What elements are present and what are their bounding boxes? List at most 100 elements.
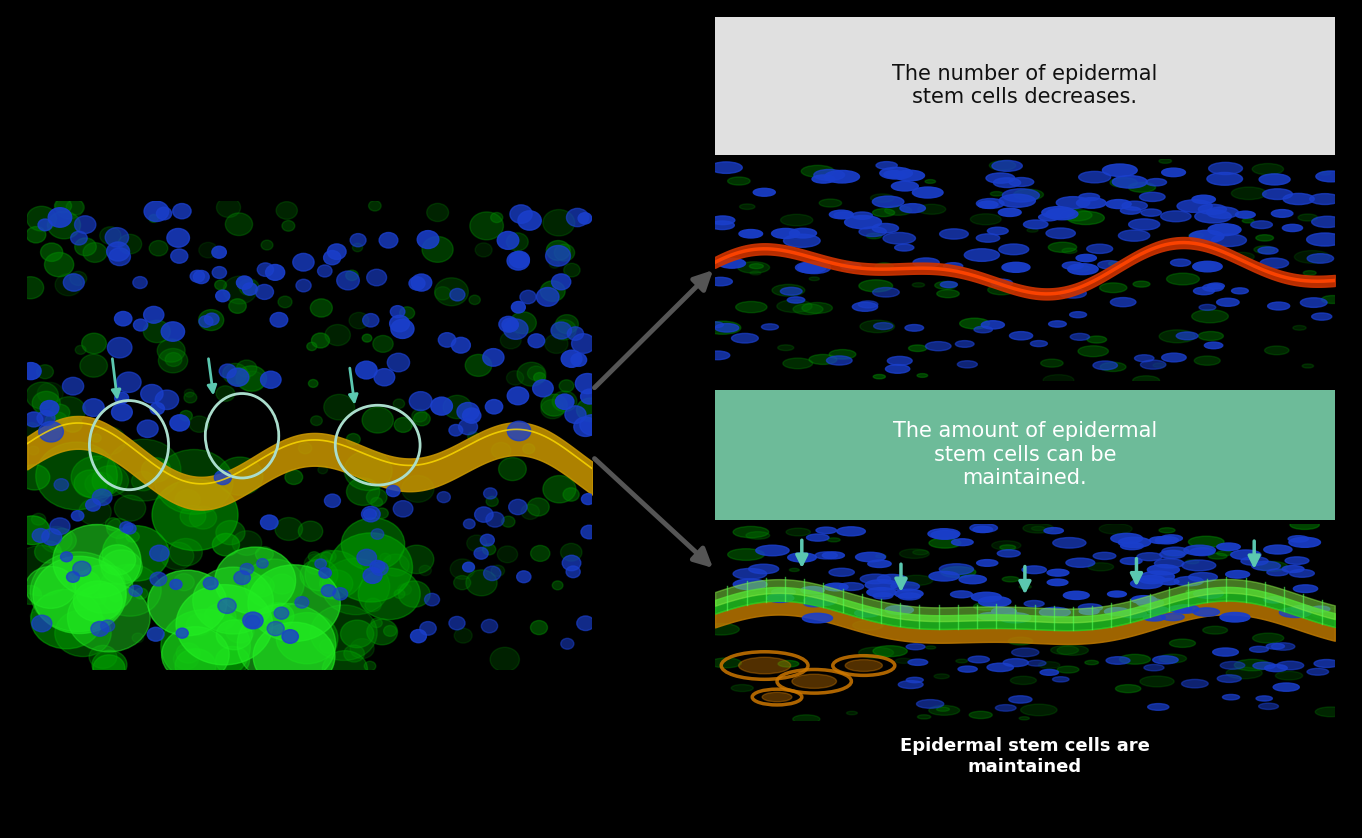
Circle shape <box>463 562 474 572</box>
Circle shape <box>1066 558 1095 567</box>
Circle shape <box>240 563 253 575</box>
Circle shape <box>410 629 426 643</box>
Circle shape <box>543 210 575 236</box>
Circle shape <box>790 568 799 572</box>
Circle shape <box>33 529 49 542</box>
Circle shape <box>926 646 936 649</box>
Circle shape <box>384 625 396 636</box>
Circle shape <box>733 568 767 579</box>
Circle shape <box>135 588 147 599</box>
Circle shape <box>778 660 799 667</box>
Circle shape <box>1159 654 1186 663</box>
Circle shape <box>79 499 112 525</box>
Circle shape <box>846 711 857 715</box>
Circle shape <box>1041 670 1058 675</box>
Circle shape <box>873 375 885 379</box>
Circle shape <box>490 647 519 671</box>
Circle shape <box>370 529 384 540</box>
Circle shape <box>362 407 394 433</box>
Circle shape <box>226 619 255 643</box>
Circle shape <box>992 541 1022 550</box>
Circle shape <box>552 322 572 339</box>
Circle shape <box>217 385 234 401</box>
Circle shape <box>324 395 354 420</box>
Circle shape <box>731 685 753 691</box>
Circle shape <box>54 610 112 656</box>
Circle shape <box>132 633 143 643</box>
Circle shape <box>1312 216 1343 227</box>
Circle shape <box>89 448 102 460</box>
Circle shape <box>1121 542 1143 550</box>
Circle shape <box>31 615 52 632</box>
Circle shape <box>387 485 400 497</box>
Circle shape <box>26 566 76 608</box>
Circle shape <box>357 549 376 566</box>
Circle shape <box>1062 248 1077 253</box>
Circle shape <box>434 287 451 300</box>
Circle shape <box>509 251 530 268</box>
Circle shape <box>1271 643 1295 650</box>
Circle shape <box>379 232 398 248</box>
FancyArrowPatch shape <box>1249 541 1260 565</box>
Circle shape <box>229 368 249 385</box>
Circle shape <box>873 323 893 329</box>
Circle shape <box>1267 569 1288 576</box>
Circle shape <box>1076 255 1096 261</box>
Circle shape <box>1312 608 1347 619</box>
Circle shape <box>11 546 72 596</box>
Circle shape <box>839 582 864 591</box>
Circle shape <box>883 232 915 244</box>
Circle shape <box>56 195 83 219</box>
Circle shape <box>853 303 877 311</box>
Circle shape <box>1109 261 1120 266</box>
Circle shape <box>956 660 967 663</box>
Circle shape <box>929 538 960 548</box>
Circle shape <box>1130 578 1162 588</box>
Circle shape <box>710 221 734 230</box>
Circle shape <box>1253 634 1284 643</box>
Circle shape <box>959 575 986 584</box>
Circle shape <box>370 561 384 572</box>
Circle shape <box>1049 321 1066 327</box>
Circle shape <box>507 251 530 270</box>
Circle shape <box>481 535 494 546</box>
Circle shape <box>93 654 125 681</box>
Circle shape <box>1023 220 1047 229</box>
Text: The number of epidermal
stem cells decreases.: The number of epidermal stem cells decre… <box>892 65 1158 107</box>
Circle shape <box>390 315 410 332</box>
Circle shape <box>786 528 810 536</box>
Circle shape <box>364 567 381 583</box>
Circle shape <box>240 279 259 296</box>
Circle shape <box>319 568 331 578</box>
Circle shape <box>1087 244 1113 253</box>
Circle shape <box>98 564 161 616</box>
Circle shape <box>184 392 197 403</box>
Circle shape <box>470 212 504 240</box>
Circle shape <box>150 402 165 415</box>
Circle shape <box>391 306 405 318</box>
Circle shape <box>466 570 497 596</box>
Circle shape <box>54 478 68 491</box>
Circle shape <box>1027 660 1046 666</box>
Circle shape <box>71 456 123 499</box>
Circle shape <box>780 287 802 295</box>
Circle shape <box>703 623 740 635</box>
Circle shape <box>1250 221 1272 229</box>
Circle shape <box>41 526 72 553</box>
Circle shape <box>1110 297 1136 307</box>
Circle shape <box>940 564 974 575</box>
Circle shape <box>191 271 204 282</box>
Circle shape <box>895 659 911 664</box>
Circle shape <box>1047 579 1068 586</box>
Circle shape <box>1064 592 1090 599</box>
Circle shape <box>964 249 1000 261</box>
Circle shape <box>320 639 336 654</box>
Circle shape <box>1291 605 1313 612</box>
Circle shape <box>1092 361 1117 370</box>
Circle shape <box>35 442 117 510</box>
Circle shape <box>899 680 923 689</box>
Circle shape <box>1159 551 1185 558</box>
Circle shape <box>1216 298 1239 307</box>
Circle shape <box>187 613 212 635</box>
Circle shape <box>1159 330 1196 343</box>
